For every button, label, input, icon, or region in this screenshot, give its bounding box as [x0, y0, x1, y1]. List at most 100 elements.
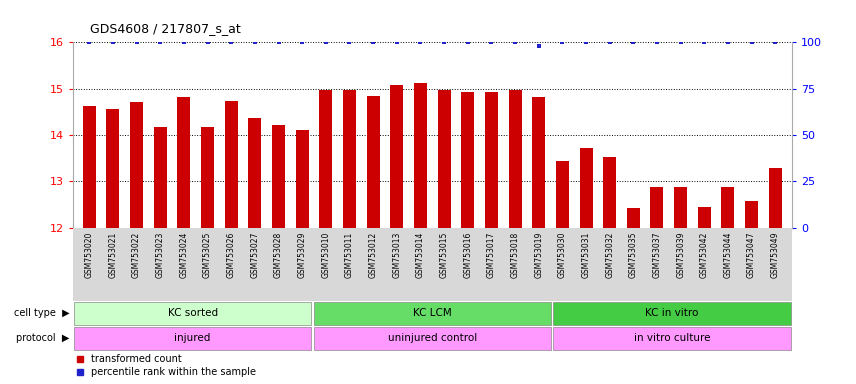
Point [271, 39, 285, 45]
Point [224, 39, 238, 45]
Point [248, 39, 262, 45]
Bar [177, 96, 190, 228]
Text: GSM753044: GSM753044 [723, 232, 733, 278]
Bar [461, 92, 474, 228]
Bar [414, 83, 427, 228]
Bar [83, 106, 96, 228]
Bar [74, 327, 312, 350]
Text: GSM753028: GSM753028 [274, 232, 283, 278]
Point [721, 39, 734, 45]
Point [769, 39, 782, 45]
Point [603, 39, 616, 45]
Bar [532, 96, 545, 228]
Bar [508, 90, 521, 228]
Bar [627, 208, 639, 228]
Text: GSM753049: GSM753049 [770, 232, 780, 278]
Text: KC sorted: KC sorted [168, 308, 217, 318]
Text: GSM753010: GSM753010 [321, 232, 330, 278]
Bar [722, 187, 734, 228]
Text: GSM753047: GSM753047 [747, 232, 756, 278]
Point [484, 39, 498, 45]
Point [532, 43, 545, 49]
Text: GSM753042: GSM753042 [700, 232, 709, 278]
Text: GSM753030: GSM753030 [558, 232, 567, 278]
Point [390, 39, 404, 45]
Point [508, 39, 522, 45]
Point [627, 39, 640, 45]
Text: GSM753023: GSM753023 [156, 232, 164, 278]
Text: cell type  ▶: cell type ▶ [14, 308, 69, 318]
Point [556, 39, 569, 45]
Bar [484, 92, 498, 228]
Text: GSM753021: GSM753021 [109, 232, 117, 278]
Text: GSM753039: GSM753039 [676, 232, 685, 278]
Text: KC in vitro: KC in vitro [645, 308, 698, 318]
Text: GSM753011: GSM753011 [345, 232, 354, 278]
Bar [313, 302, 551, 324]
Text: GSM753014: GSM753014 [416, 232, 425, 278]
Text: GSM753031: GSM753031 [581, 232, 591, 278]
Bar [651, 187, 663, 228]
Text: GSM753024: GSM753024 [180, 232, 188, 278]
Text: GSM753015: GSM753015 [440, 232, 449, 278]
Bar [106, 109, 120, 228]
Bar [580, 148, 592, 228]
Bar [553, 302, 791, 324]
Text: GSM753017: GSM753017 [487, 232, 496, 278]
Text: GSM753026: GSM753026 [227, 232, 235, 278]
Bar [366, 96, 380, 228]
Bar [295, 130, 309, 228]
Point [674, 39, 687, 45]
Bar [556, 161, 569, 228]
Bar [603, 157, 616, 228]
Bar [553, 327, 791, 350]
Bar [225, 101, 238, 228]
Point [200, 39, 214, 45]
Point [82, 39, 96, 45]
Point [698, 39, 711, 45]
Text: percentile rank within the sample: percentile rank within the sample [91, 367, 256, 377]
Bar [130, 102, 143, 228]
Point [366, 39, 380, 45]
Text: GSM753018: GSM753018 [510, 232, 520, 278]
Point [106, 39, 120, 45]
Bar [313, 327, 551, 350]
Bar [272, 125, 285, 228]
Point [580, 39, 593, 45]
Point [153, 39, 167, 45]
Text: GSM753032: GSM753032 [605, 232, 614, 278]
Bar [74, 302, 312, 324]
Text: GSM753037: GSM753037 [652, 232, 662, 278]
Bar [769, 169, 782, 228]
Bar [343, 90, 356, 228]
Text: GSM753013: GSM753013 [392, 232, 401, 278]
Bar [248, 118, 261, 228]
Bar [201, 127, 214, 228]
Text: GSM753012: GSM753012 [369, 232, 377, 278]
Text: transformed count: transformed count [91, 354, 181, 364]
Text: GDS4608 / 217807_s_at: GDS4608 / 217807_s_at [90, 22, 241, 35]
Text: KC LCM: KC LCM [413, 308, 452, 318]
Point [295, 39, 309, 45]
Text: protocol  ▶: protocol ▶ [15, 333, 69, 343]
Point [461, 39, 474, 45]
Text: GSM753025: GSM753025 [203, 232, 212, 278]
Bar [319, 90, 332, 228]
Point [342, 39, 356, 45]
Text: GSM753029: GSM753029 [298, 232, 306, 278]
Bar [745, 201, 758, 228]
Point [413, 39, 427, 45]
Text: GSM753035: GSM753035 [629, 232, 638, 278]
Point [651, 39, 664, 45]
Text: uninjured control: uninjured control [388, 333, 477, 343]
Text: injured: injured [175, 333, 211, 343]
Point [437, 39, 451, 45]
Text: GSM753020: GSM753020 [85, 232, 94, 278]
Text: GSM753022: GSM753022 [132, 232, 141, 278]
Text: GSM753027: GSM753027 [251, 232, 259, 278]
Point [745, 39, 758, 45]
Bar [698, 207, 710, 228]
Point [130, 39, 144, 45]
Point [177, 39, 191, 45]
Bar [154, 127, 167, 228]
